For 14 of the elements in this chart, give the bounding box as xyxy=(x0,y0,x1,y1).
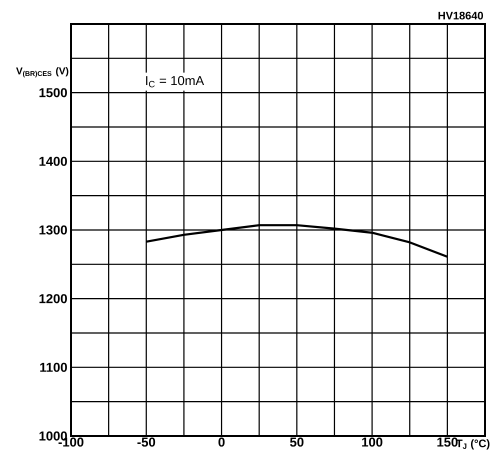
x-tick-label: -50 xyxy=(137,438,156,447)
y-tick-label: 1400 xyxy=(39,156,67,166)
text: HV18640 xyxy=(438,12,484,20)
y-tick-label: 1200 xyxy=(39,294,67,304)
line-series xyxy=(145,224,448,258)
x-tick-label: 50 xyxy=(290,438,304,447)
annotation: I$_{C}$ = 10mA xyxy=(146,76,204,88)
x-tick-label: 150 xyxy=(437,438,458,447)
y-tick-label: 1500 xyxy=(39,88,67,98)
y-tick-label: 1100 xyxy=(40,362,67,372)
x-tick-label: 100 xyxy=(362,438,382,447)
y-tick-label: 1300 xyxy=(39,225,67,235)
x-tick-label: 0 xyxy=(218,438,225,447)
y-axis-title: V$_{(BR)CES}$ (V) xyxy=(16,67,68,78)
